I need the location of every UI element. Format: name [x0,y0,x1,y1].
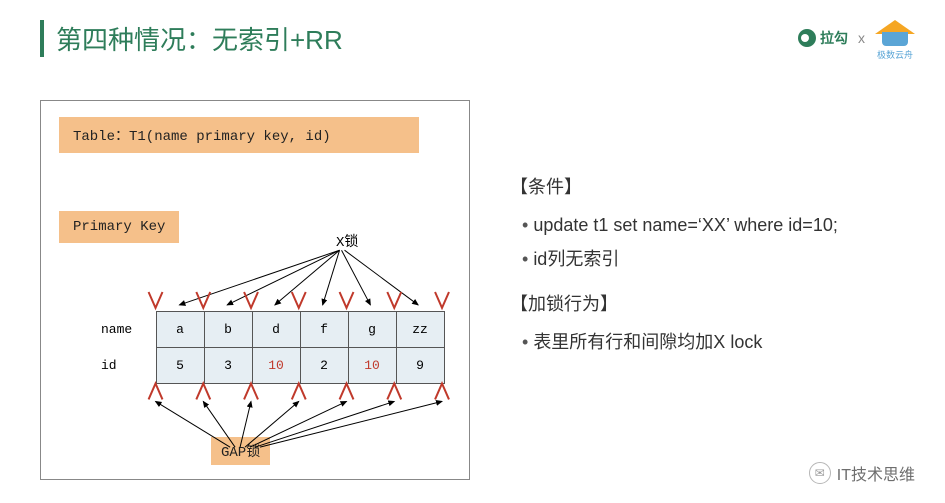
cell: 10 [348,348,396,384]
lagou-logo: 拉勾 [798,28,848,48]
cell: f [300,312,348,348]
logo-area: 拉勾 x 极数云舟 [798,20,915,56]
lagou-icon [798,29,816,47]
row-header-name: name [101,312,156,348]
wechat-icon: ✉ [809,462,831,484]
condition-list: update t1 set name=‘XX’ where id=10; id列… [510,208,920,276]
list-item: 表里所有行和间隙均加X lock [528,325,920,359]
lock-behavior-list: 表里所有行和间隙均加X lock [510,325,920,359]
list-item: id列无索引 [528,242,920,276]
arrows-overlay [41,101,469,479]
list-item: update t1 set name=‘XX’ where id=10; [528,208,920,242]
cell: d [252,312,300,348]
table-row: id 5 3 10 2 10 9 [101,348,444,384]
index-table: name a b d f g zz id 5 3 10 2 10 9 [101,311,445,384]
cell: zz [396,312,444,348]
cell: 2 [300,348,348,384]
jishuyunzhou-text: 极数云舟 [865,48,925,61]
lock-diagram: Table：T1(name primary key, id) Primary K… [40,100,470,480]
table-definition: Table：T1(name primary key, id) [59,117,419,153]
slide-title: 第四种情况：无索引+RR [40,20,343,57]
xlock-label: X锁 [336,231,358,251]
primary-key-label: Primary Key [59,211,179,243]
gap-lock-label: GAP锁 [211,437,270,465]
lagou-text: 拉勾 [820,28,848,48]
row-header-id: id [101,348,156,384]
lock-behavior-heading: 【加锁行为】 [510,287,920,321]
condition-heading: 【条件】 [510,170,920,204]
jishuyunzhou-logo: 极数云舟 [875,20,915,56]
logo-separator: x [858,30,865,46]
watermark: ✉ IT技术思维 [809,461,915,485]
cell: b [204,312,252,348]
explanation-panel: 【条件】 update t1 set name=‘XX’ where id=10… [510,160,920,359]
cell: a [156,312,204,348]
cell: 10 [252,348,300,384]
cell: 5 [156,348,204,384]
cell: g [348,312,396,348]
cell: 3 [204,348,252,384]
watermark-text: IT技术思维 [837,461,915,485]
table-row: name a b d f g zz [101,312,444,348]
title-text: 第四种情况：无索引+RR [56,20,343,57]
cell: 9 [396,348,444,384]
